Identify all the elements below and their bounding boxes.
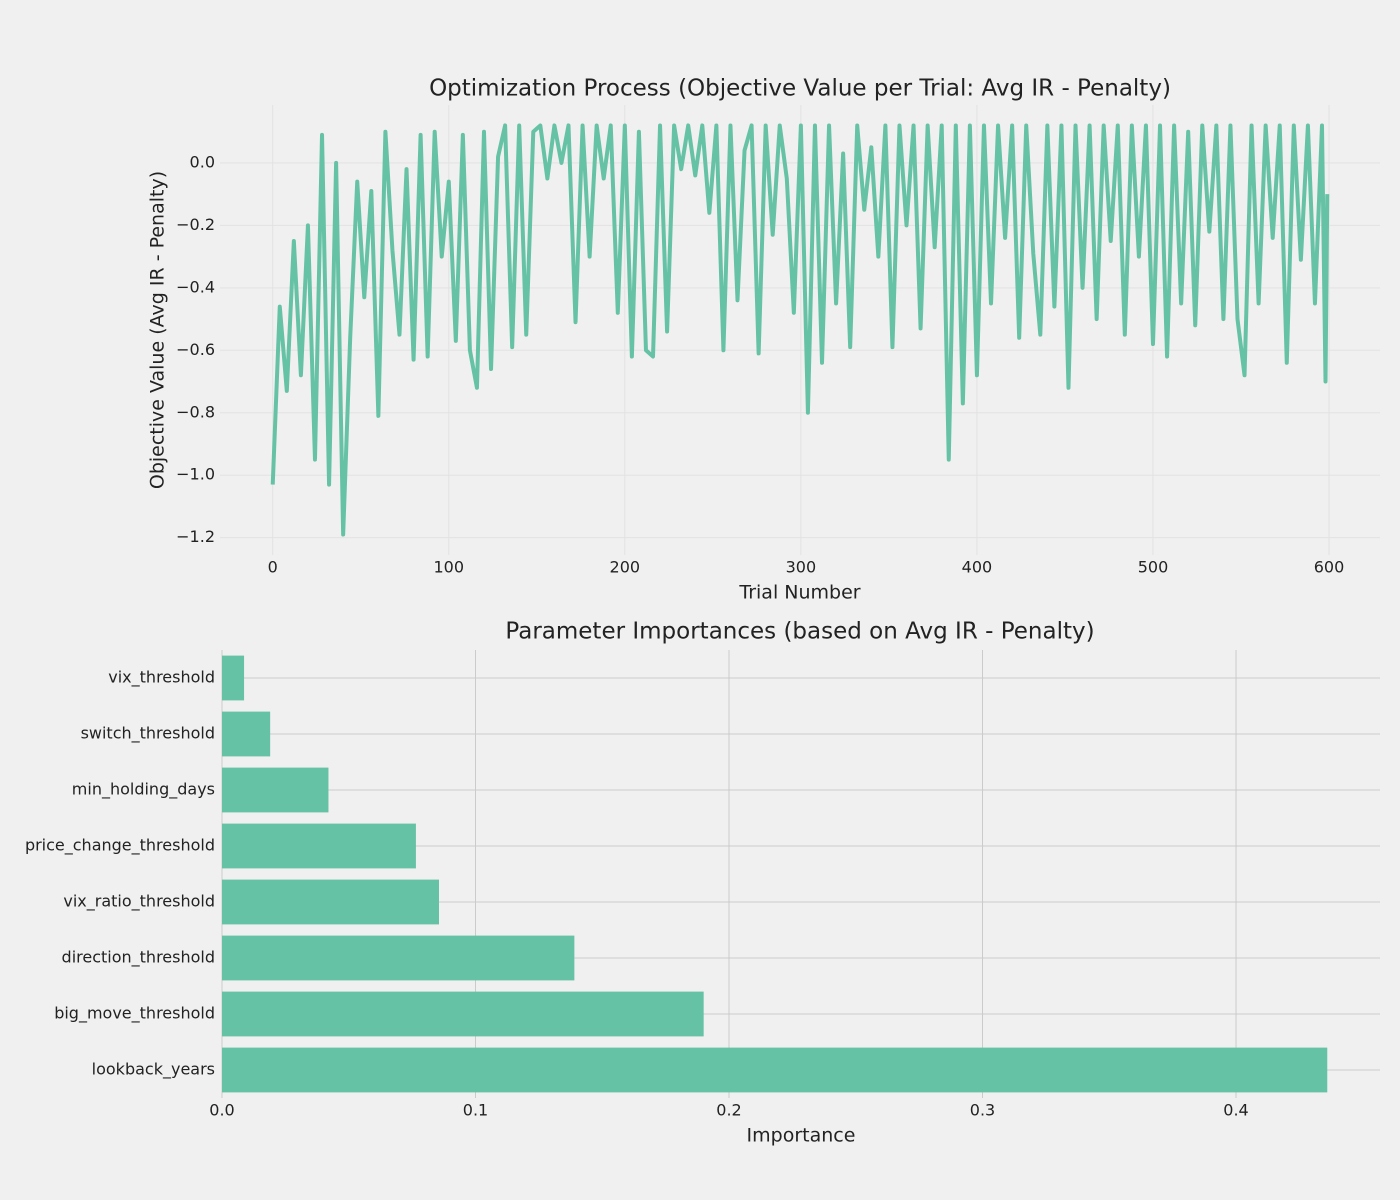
y-tick-label: switch_threshold (81, 724, 215, 744)
x-tick-label: 0 (268, 558, 278, 577)
x-axis-label: Trial Number (738, 582, 860, 604)
data-line (270, 123, 1330, 537)
y-tick-label: direction_threshold (62, 948, 215, 968)
x-tick-label: 300 (786, 558, 817, 577)
y-tick-label: −0.8 (176, 402, 215, 421)
x-tick-label: 0.4 (1223, 1101, 1248, 1120)
x-tick-label: 600 (1314, 558, 1345, 577)
y-tick-label: price_change_threshold (25, 836, 215, 856)
x-tick-label: 500 (1138, 558, 1169, 577)
bar (222, 655, 245, 701)
bar (222, 711, 271, 757)
y-axis-label: Objective Value (Avg IR - Penalty) (147, 171, 169, 489)
y-tick-label: big_move_threshold (54, 1004, 215, 1024)
y-tick-label: −1.2 (176, 527, 215, 546)
y-tick-label: −0.4 (176, 277, 215, 296)
y-tick-label: −1.0 (176, 465, 215, 484)
bar (222, 991, 704, 1037)
bar (222, 879, 439, 925)
x-tick-label: 0.0 (209, 1101, 234, 1120)
bar (222, 767, 329, 813)
y-tick-label: vix_threshold (108, 668, 215, 688)
x-tick-label: 200 (610, 558, 641, 577)
chart-title: Parameter Importances (based on Avg IR -… (505, 619, 1094, 645)
y-tick-label: −0.6 (176, 340, 215, 359)
bar (222, 823, 416, 869)
bar (222, 935, 575, 981)
x-tick-label: 0.3 (970, 1101, 995, 1120)
x-tick-label: 100 (434, 558, 465, 577)
x-tick-label: 0.1 (463, 1101, 488, 1120)
chart-title: Optimization Process (Objective Value pe… (429, 76, 1171, 102)
x-tick-label: 400 (962, 558, 993, 577)
y-tick-label: lookback_years (92, 1060, 215, 1080)
y-tick-label: 0.0 (190, 152, 215, 171)
y-tick-label: −0.2 (176, 215, 215, 234)
x-axis-label: Importance (747, 1125, 856, 1147)
bar (222, 1047, 1328, 1093)
y-tick-label: min_holding_days (72, 780, 215, 800)
y-tick-label: vix_ratio_threshold (63, 892, 215, 912)
x-tick-label: 0.2 (716, 1101, 741, 1120)
